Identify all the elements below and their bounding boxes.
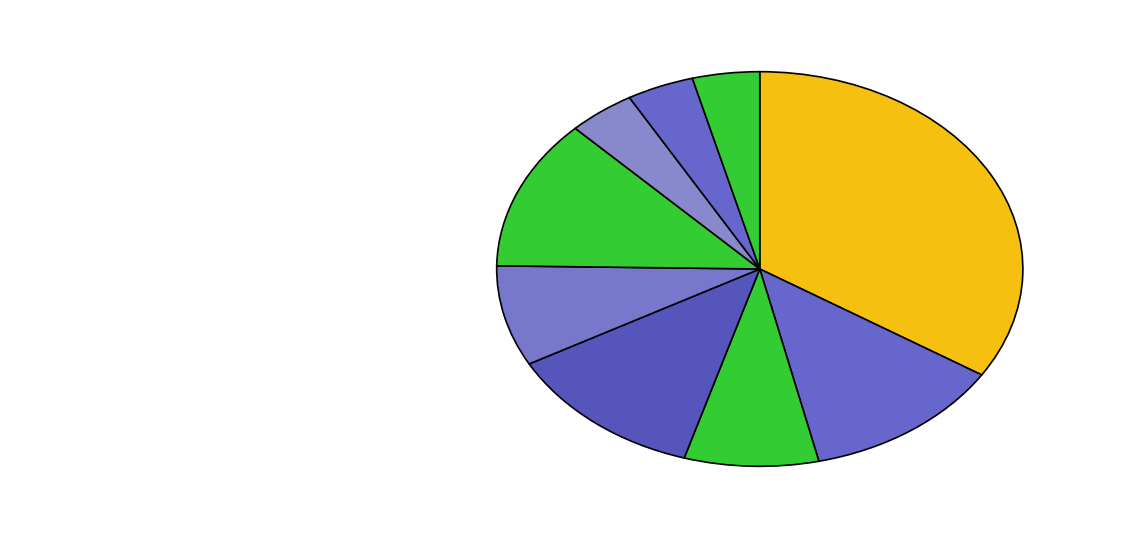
Wedge shape xyxy=(575,97,760,269)
Wedge shape xyxy=(629,78,760,269)
Wedge shape xyxy=(530,269,760,458)
Wedge shape xyxy=(760,269,982,461)
Wedge shape xyxy=(684,269,819,466)
Wedge shape xyxy=(760,72,1023,375)
Wedge shape xyxy=(497,266,760,364)
Wedge shape xyxy=(497,129,760,269)
Wedge shape xyxy=(693,72,760,269)
